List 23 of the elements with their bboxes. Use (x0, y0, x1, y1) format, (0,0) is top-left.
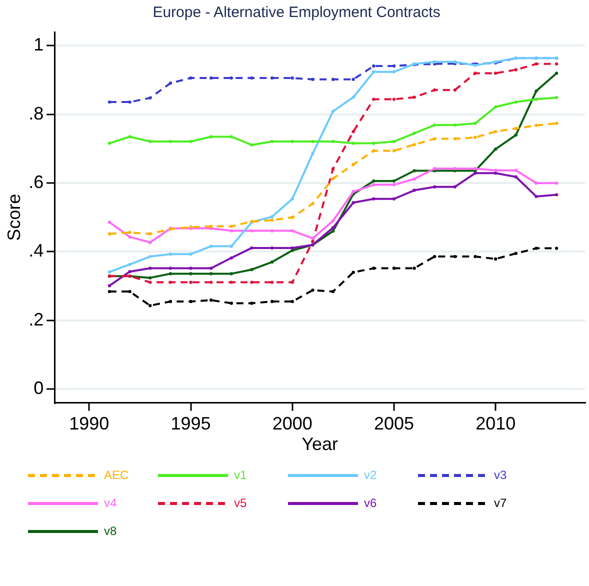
y-axis-title: Score (4, 194, 24, 241)
y-tick-label: .4 (28, 240, 44, 261)
text: v3 (494, 468, 507, 482)
text: v4 (104, 496, 117, 510)
y-tick-label: .8 (28, 103, 44, 124)
x-tick-label: 1995 (170, 414, 211, 434)
x-tick-label: 2000 (272, 414, 312, 434)
y-tick-label: 1 (34, 34, 44, 55)
x-tick-label: 2010 (476, 414, 516, 434)
x-tick-label: 2005 (374, 414, 414, 434)
text: v5 (234, 496, 247, 510)
text: AEC (104, 468, 129, 482)
y-tick-label: .2 (28, 309, 44, 330)
x-tick-label: 1990 (69, 414, 110, 434)
text: v2 (364, 468, 377, 482)
y-tick-label: .6 (28, 172, 44, 192)
x-axis-title: Year (302, 434, 338, 454)
text: v8 (104, 524, 117, 538)
text: v1 (234, 468, 247, 482)
chart-title: Europe - Alternative Employment Contracts (152, 4, 440, 22)
text: v7 (494, 496, 507, 510)
text: v6 (364, 496, 377, 510)
y-tick-label: 0 (34, 378, 44, 398)
